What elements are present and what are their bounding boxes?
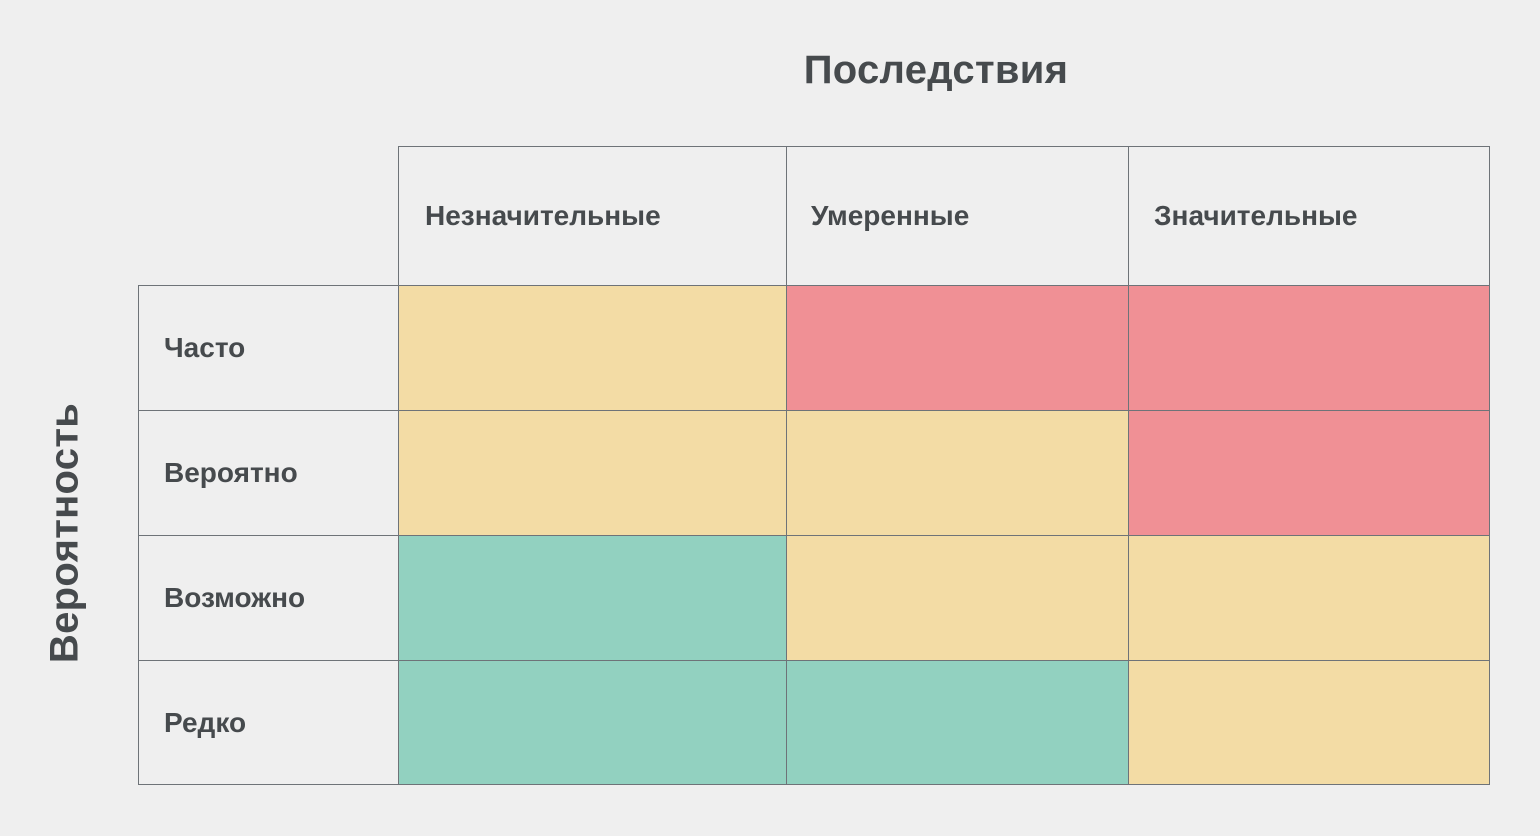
column-header-label: Значительные xyxy=(1154,200,1358,231)
risk-cell-likely-moderate xyxy=(786,410,1129,536)
row-header-label: Редко xyxy=(164,706,247,738)
column-header-major: Значительные xyxy=(1128,146,1490,286)
risk-cell-often-moderate xyxy=(786,285,1129,411)
risk-cell-likely-major xyxy=(1128,410,1490,536)
risk-cell-rare-major xyxy=(1128,660,1490,785)
risk-cell-possible-moderate xyxy=(786,535,1129,661)
row-header-likely: Вероятно xyxy=(138,410,399,536)
probability-axis-title: Вероятность xyxy=(42,402,87,664)
consequences-axis-title: Последствия xyxy=(803,48,1069,92)
column-header-label: Умеренные xyxy=(811,200,970,231)
column-header-minor: Незначительные xyxy=(398,146,787,286)
risk-cell-rare-moderate xyxy=(786,660,1129,785)
row-header-label: Часто xyxy=(164,332,246,363)
risk-cell-often-major xyxy=(1128,285,1490,411)
row-header-often: Часто xyxy=(138,285,399,411)
risk-cell-possible-major xyxy=(1128,535,1490,661)
column-header-label: Незначительные xyxy=(425,200,661,231)
row-header-label: Возможно xyxy=(164,582,306,613)
row-header-label: Вероятно xyxy=(164,457,298,488)
risk-cell-often-minor xyxy=(398,285,787,411)
risk-cell-likely-minor xyxy=(398,410,787,536)
row-header-rare: Редко xyxy=(138,660,399,785)
row-header-possible: Возможно xyxy=(138,535,399,661)
risk-cell-possible-minor xyxy=(398,535,787,661)
risk-cell-rare-minor xyxy=(398,660,787,785)
column-header-moderate: Умеренные xyxy=(786,146,1129,286)
